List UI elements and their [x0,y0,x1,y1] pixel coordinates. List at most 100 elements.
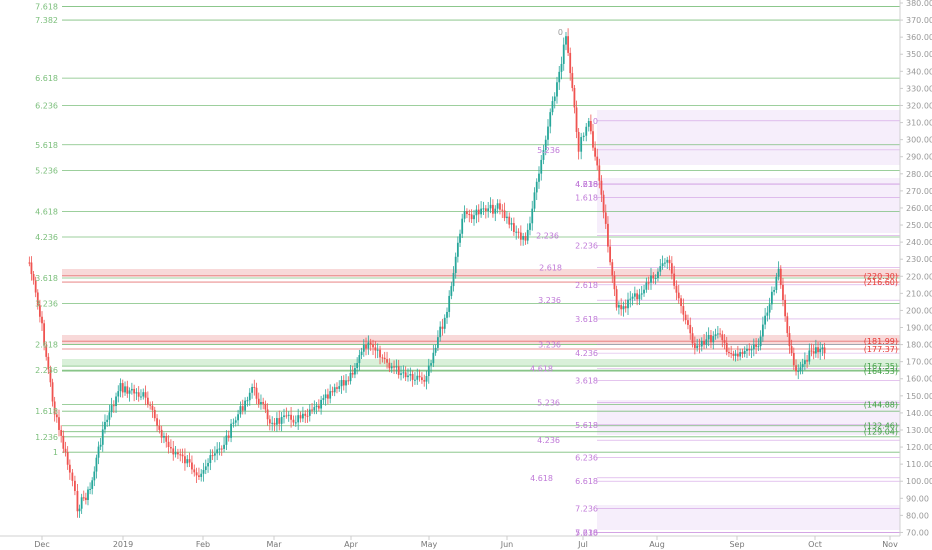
candle-body [124,386,126,393]
candle-body [562,44,565,64]
candle-body [338,386,341,389]
fib-right-label: 4.236 [575,180,598,189]
candle-body [381,357,384,359]
candle-body [239,406,242,415]
candle-body [255,387,258,399]
candle-body [650,275,652,283]
candle-body [627,299,629,309]
candle-body [82,497,85,499]
fib-left-label: 0 [558,28,563,37]
candle-body [558,71,561,83]
candle-body [260,402,262,405]
candle-body [209,455,212,463]
fib-left-label: 1.618 [35,407,58,416]
price-tags: (220.30)(216.60) (181.99)(177.37) (167.35)… [864,272,898,437]
candle-body [80,497,83,509]
y-tick-label: 80.00 [906,511,929,520]
candle-body [306,415,309,417]
fib-right-labels: 0 5.236 4.618 1.618 4.236 2.236 2.236 2.618 2.61… [530,117,598,538]
candle-body [163,435,165,438]
candle-body [188,459,191,463]
fib-left-label: 2.236 [35,366,58,375]
x-tick-label: Aug [649,540,665,549]
candle-body [402,372,405,374]
candle-body [810,350,813,352]
candle-body [768,304,771,313]
candle-body [734,353,737,356]
candle-body [345,380,347,386]
candle-body [38,305,41,317]
candle-body [351,372,354,375]
candle-body [577,131,580,152]
candle-body [482,208,485,210]
candle-body [336,387,338,389]
candle-body [615,289,618,308]
y-tick-label: 270.00 [906,187,932,196]
fib-right-label: 1.618 [575,194,598,203]
candle-body [730,353,733,355]
candle-body [792,352,795,366]
fib-right-label: 6.236 [575,453,598,462]
candle-body [703,340,705,345]
candle-body [492,204,494,214]
candle-body [725,342,728,352]
candle-body [193,469,196,473]
candle-body [736,353,739,357]
candle-body [91,480,94,489]
y-tick-label: 140.00 [906,409,932,418]
y-tick-label: 170.00 [906,358,932,367]
candle-body [213,453,216,456]
candle-body [657,271,659,279]
price-tag-label: (177.37) [864,345,898,354]
fib-lines [62,6,900,533]
fib-left-label: 6.236 [35,101,58,110]
candle-body [97,446,100,458]
candle-body [349,372,352,382]
candle-body [397,366,400,375]
candle-body [565,36,567,45]
candle-body [499,203,501,210]
candle-body [515,231,518,233]
fib-left-label: 3.236 [35,300,58,309]
zone-violet-2 [597,178,900,233]
candle-body [799,367,802,371]
x-tick-label: Sep [729,540,744,549]
candle-body [266,409,269,420]
candle-body [271,422,274,424]
candle-body [246,400,249,402]
price-series [28,28,826,518]
candle-body [582,135,585,138]
candle-body [538,173,540,182]
candle-body [58,417,60,430]
fib-right-label: 3.236 [538,296,561,305]
candle-body [567,36,569,53]
y-tick-label: 190.00 [906,324,932,333]
fib-right-label: 3.236 [538,341,561,350]
candle-body [645,282,648,290]
candle-body [473,215,475,220]
candle-body [659,266,662,272]
candle-body [400,373,402,375]
candle-body [666,259,669,263]
y-tick-label: 360.00 [906,33,932,42]
candle-body [629,298,632,300]
candle-body [819,348,822,353]
fib-left-label: 7.618 [35,2,58,11]
fib-left-label: 5.618 [35,141,58,150]
candle-body [712,336,715,343]
candle-body [49,369,52,383]
y-tick-label: 380.00 [906,0,932,8]
candle-body [388,362,391,369]
candle-body [317,405,320,409]
candle-body [680,298,682,307]
candle-body [535,181,538,193]
candle-body [179,454,182,456]
candle-body [308,409,311,416]
candle-body [477,209,480,215]
candle-body [184,456,186,464]
candle-body [456,242,459,257]
zone-green [62,359,900,366]
candle-body [589,121,592,132]
candle-body [522,236,525,240]
